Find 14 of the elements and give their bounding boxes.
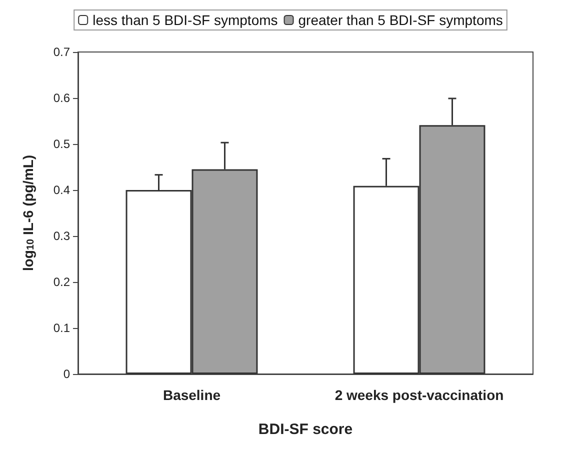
x-tick-label: 2 weeks post-vaccination: [334, 387, 504, 403]
y-tick-label: 0: [63, 367, 70, 381]
y-tick-label: 0.2: [53, 275, 70, 289]
y-tick-label: 0.3: [53, 229, 70, 243]
y-tick-label: 0.5: [53, 137, 70, 151]
x-tick-label: Baseline: [162, 387, 221, 403]
y-tick-label: 0.1: [53, 321, 70, 335]
legend-label: less than 5 BDI-SF symptoms: [92, 12, 278, 28]
legend-label: greater than 5 BDI-SF symptoms: [298, 12, 503, 28]
y-tick-label: 0.4: [53, 183, 70, 197]
y-tick-label: 0.7: [53, 45, 70, 59]
y-axis-title: log10 IL-6 (pg/mL): [20, 154, 36, 272]
x-axis-title: BDI-SF score: [258, 421, 353, 438]
y-tick-label: 0.6: [53, 91, 70, 105]
